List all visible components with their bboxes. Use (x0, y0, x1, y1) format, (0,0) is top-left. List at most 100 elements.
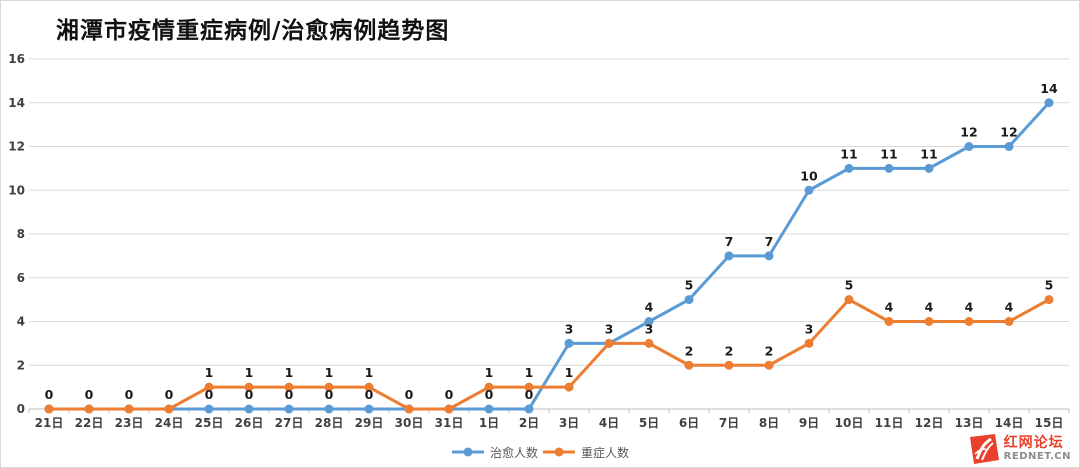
svg-text:10: 10 (8, 183, 25, 197)
data-label: 0 (245, 387, 254, 402)
data-point (484, 404, 494, 414)
data-point (244, 382, 254, 392)
x-tick-label: 21日 (35, 416, 64, 430)
watermark-site-url: REDNET.CN (1003, 451, 1071, 463)
data-point (284, 382, 294, 392)
legend-marker-icon (451, 447, 484, 457)
x-axis-labels: 21日 22日 23日 24日 25日 26日 27日 28日 29日 30日 31日 1日 2日 3日 4… (35, 416, 1064, 430)
x-tick-label: 4日 (599, 416, 619, 430)
data-point (764, 360, 774, 370)
data-label: 1 (485, 365, 494, 380)
x-tick-label: 13日 (955, 416, 984, 430)
data-point (444, 404, 454, 414)
x-axis-ticks (28, 409, 1070, 413)
svg-text:12: 12 (8, 140, 25, 154)
svg-text:6: 6 (17, 271, 25, 285)
legend-label: 治愈人数 (489, 445, 538, 460)
data-point (124, 404, 134, 414)
x-tick-label: 26日 (235, 416, 264, 430)
data-label: 4 (1005, 300, 1014, 315)
legend-label: 重症人数 (581, 445, 630, 460)
data-point (844, 295, 854, 305)
data-label: 0 (285, 387, 294, 402)
data-point (564, 382, 574, 392)
watermark-site-name: 红网论坛 (1003, 434, 1064, 451)
data-point (324, 382, 334, 392)
svg-text:14: 14 (8, 96, 25, 110)
data-label: 3 (565, 321, 574, 336)
data-label: 4 (965, 300, 974, 315)
data-point (684, 360, 694, 370)
svg-text:8: 8 (17, 227, 25, 241)
x-tick-label: 22日 (75, 416, 104, 430)
data-label: 12 (960, 125, 977, 140)
watermark: 红网论坛 REDNET.CN (969, 434, 1071, 464)
cured-series (44, 98, 1054, 414)
x-tick-label: 29日 (355, 416, 384, 430)
data-point (924, 163, 934, 173)
data-point (1004, 317, 1014, 326)
data-label: 1 (205, 365, 214, 380)
data-label: 2 (685, 343, 694, 358)
data-label: 0 (405, 387, 414, 402)
x-tick-label: 24日 (155, 416, 184, 430)
data-point (644, 338, 654, 348)
x-tick-label: 28日 (315, 416, 344, 430)
data-label: 3 (645, 321, 654, 336)
data-point (564, 338, 574, 348)
data-point (524, 404, 534, 414)
data-label: 0 (525, 387, 534, 402)
data-label: 7 (725, 234, 734, 249)
data-label: 5 (845, 278, 854, 293)
data-label: 1 (565, 365, 574, 380)
x-tick-label: 27日 (275, 416, 304, 430)
x-tick-label: 30日 (395, 416, 424, 430)
data-point (244, 404, 254, 414)
data-label: 1 (525, 365, 534, 380)
data-label: 0 (85, 387, 94, 402)
x-tick-label: 14日 (995, 416, 1024, 430)
data-point (844, 163, 854, 173)
data-label: 5 (685, 278, 694, 293)
rednet-logo-icon (969, 434, 999, 464)
data-point (884, 163, 894, 173)
data-point (964, 142, 974, 151)
data-point (364, 404, 374, 414)
data-label: 0 (445, 387, 454, 402)
data-label: 0 (45, 387, 54, 402)
data-label: 2 (765, 343, 774, 358)
data-label: 1 (325, 365, 334, 380)
x-tick-label: 5日 (639, 416, 659, 430)
x-tick-label: 1日 (479, 416, 499, 430)
data-point (524, 382, 534, 392)
x-tick-label: 11日 (875, 416, 904, 430)
x-tick-label: 12日 (915, 416, 944, 430)
data-point (324, 404, 334, 414)
y-axis-labels: 0 2 4 6 8 10 12 14 16 (8, 52, 25, 416)
legend-marker-icon (543, 447, 575, 457)
data-point (724, 360, 734, 370)
data-label: 5 (1045, 278, 1054, 293)
data-point (924, 317, 934, 326)
x-tick-label: 15日 (1035, 416, 1064, 430)
data-point (84, 404, 94, 414)
data-label: 0 (125, 387, 134, 402)
data-label: 0 (485, 387, 494, 402)
data-label: 1 (285, 365, 294, 380)
x-tick-label: 7日 (719, 416, 739, 430)
data-label: 7 (765, 234, 774, 249)
data-label: 1 (365, 365, 374, 380)
data-point (364, 382, 374, 392)
data-point (204, 382, 214, 392)
data-label: 4 (925, 300, 934, 315)
data-label: 10 (800, 168, 818, 183)
x-tick-label: 6日 (679, 416, 699, 430)
legend-item: 治愈人数 (451, 444, 538, 461)
data-label: 2 (725, 343, 734, 358)
svg-text:2: 2 (17, 358, 25, 372)
data-point (804, 338, 814, 348)
data-point (724, 251, 734, 261)
data-label: 0 (325, 387, 334, 402)
data-point (404, 404, 414, 414)
